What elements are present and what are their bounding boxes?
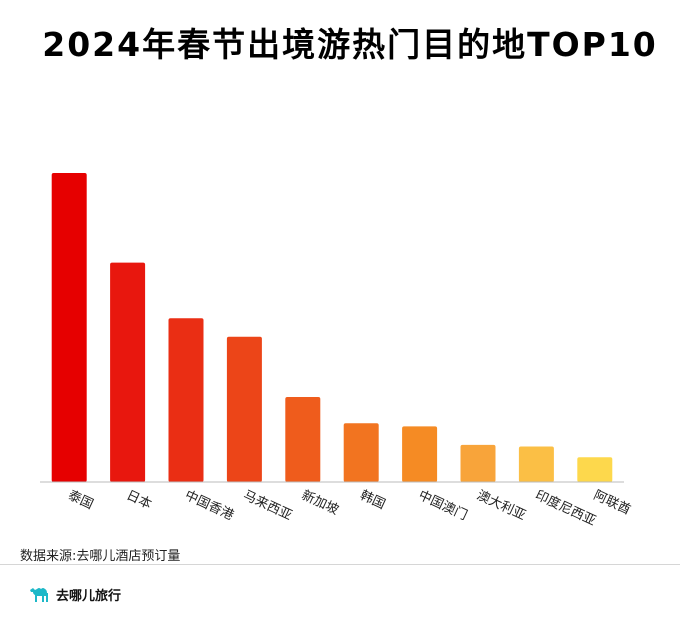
camel-logo-icon [30, 588, 48, 602]
x-tick-label: 新加坡 [299, 487, 341, 518]
bar-6 [343, 423, 379, 482]
bar-8 [460, 444, 496, 482]
bar-9 [518, 446, 554, 482]
bar-7 [402, 426, 438, 482]
brand-name: 去哪儿旅行 [56, 588, 122, 604]
bar-1 [51, 173, 87, 482]
x-tick-label: 日本 [124, 488, 154, 513]
bar-4 [226, 336, 262, 482]
bar-10 [577, 457, 613, 482]
brand: 去哪儿旅行 [28, 584, 121, 604]
bar-2 [110, 262, 146, 482]
footer-divider [0, 564, 680, 565]
bar-5 [285, 397, 321, 482]
data-source-note: 数据来源:去哪儿酒店预订量 [20, 549, 181, 564]
bars-group [51, 173, 613, 482]
x-tick-label: 韩国 [358, 488, 388, 513]
x-tick-label: 泰国 [66, 488, 96, 513]
x-tick-label: 澳大利亚 [474, 487, 528, 523]
page-title: 2024年春节出境游热门目的地TOP10 [42, 25, 658, 64]
x-tick-label: 中国香港 [182, 488, 235, 524]
x-tick-label: 马来西亚 [241, 488, 294, 524]
bar-3 [168, 318, 204, 482]
x-tick-label: 阿联酋 [591, 487, 633, 518]
x-tick-label: 中国澳门 [416, 487, 470, 523]
x-tick-label: 印度尼西亚 [533, 487, 599, 529]
